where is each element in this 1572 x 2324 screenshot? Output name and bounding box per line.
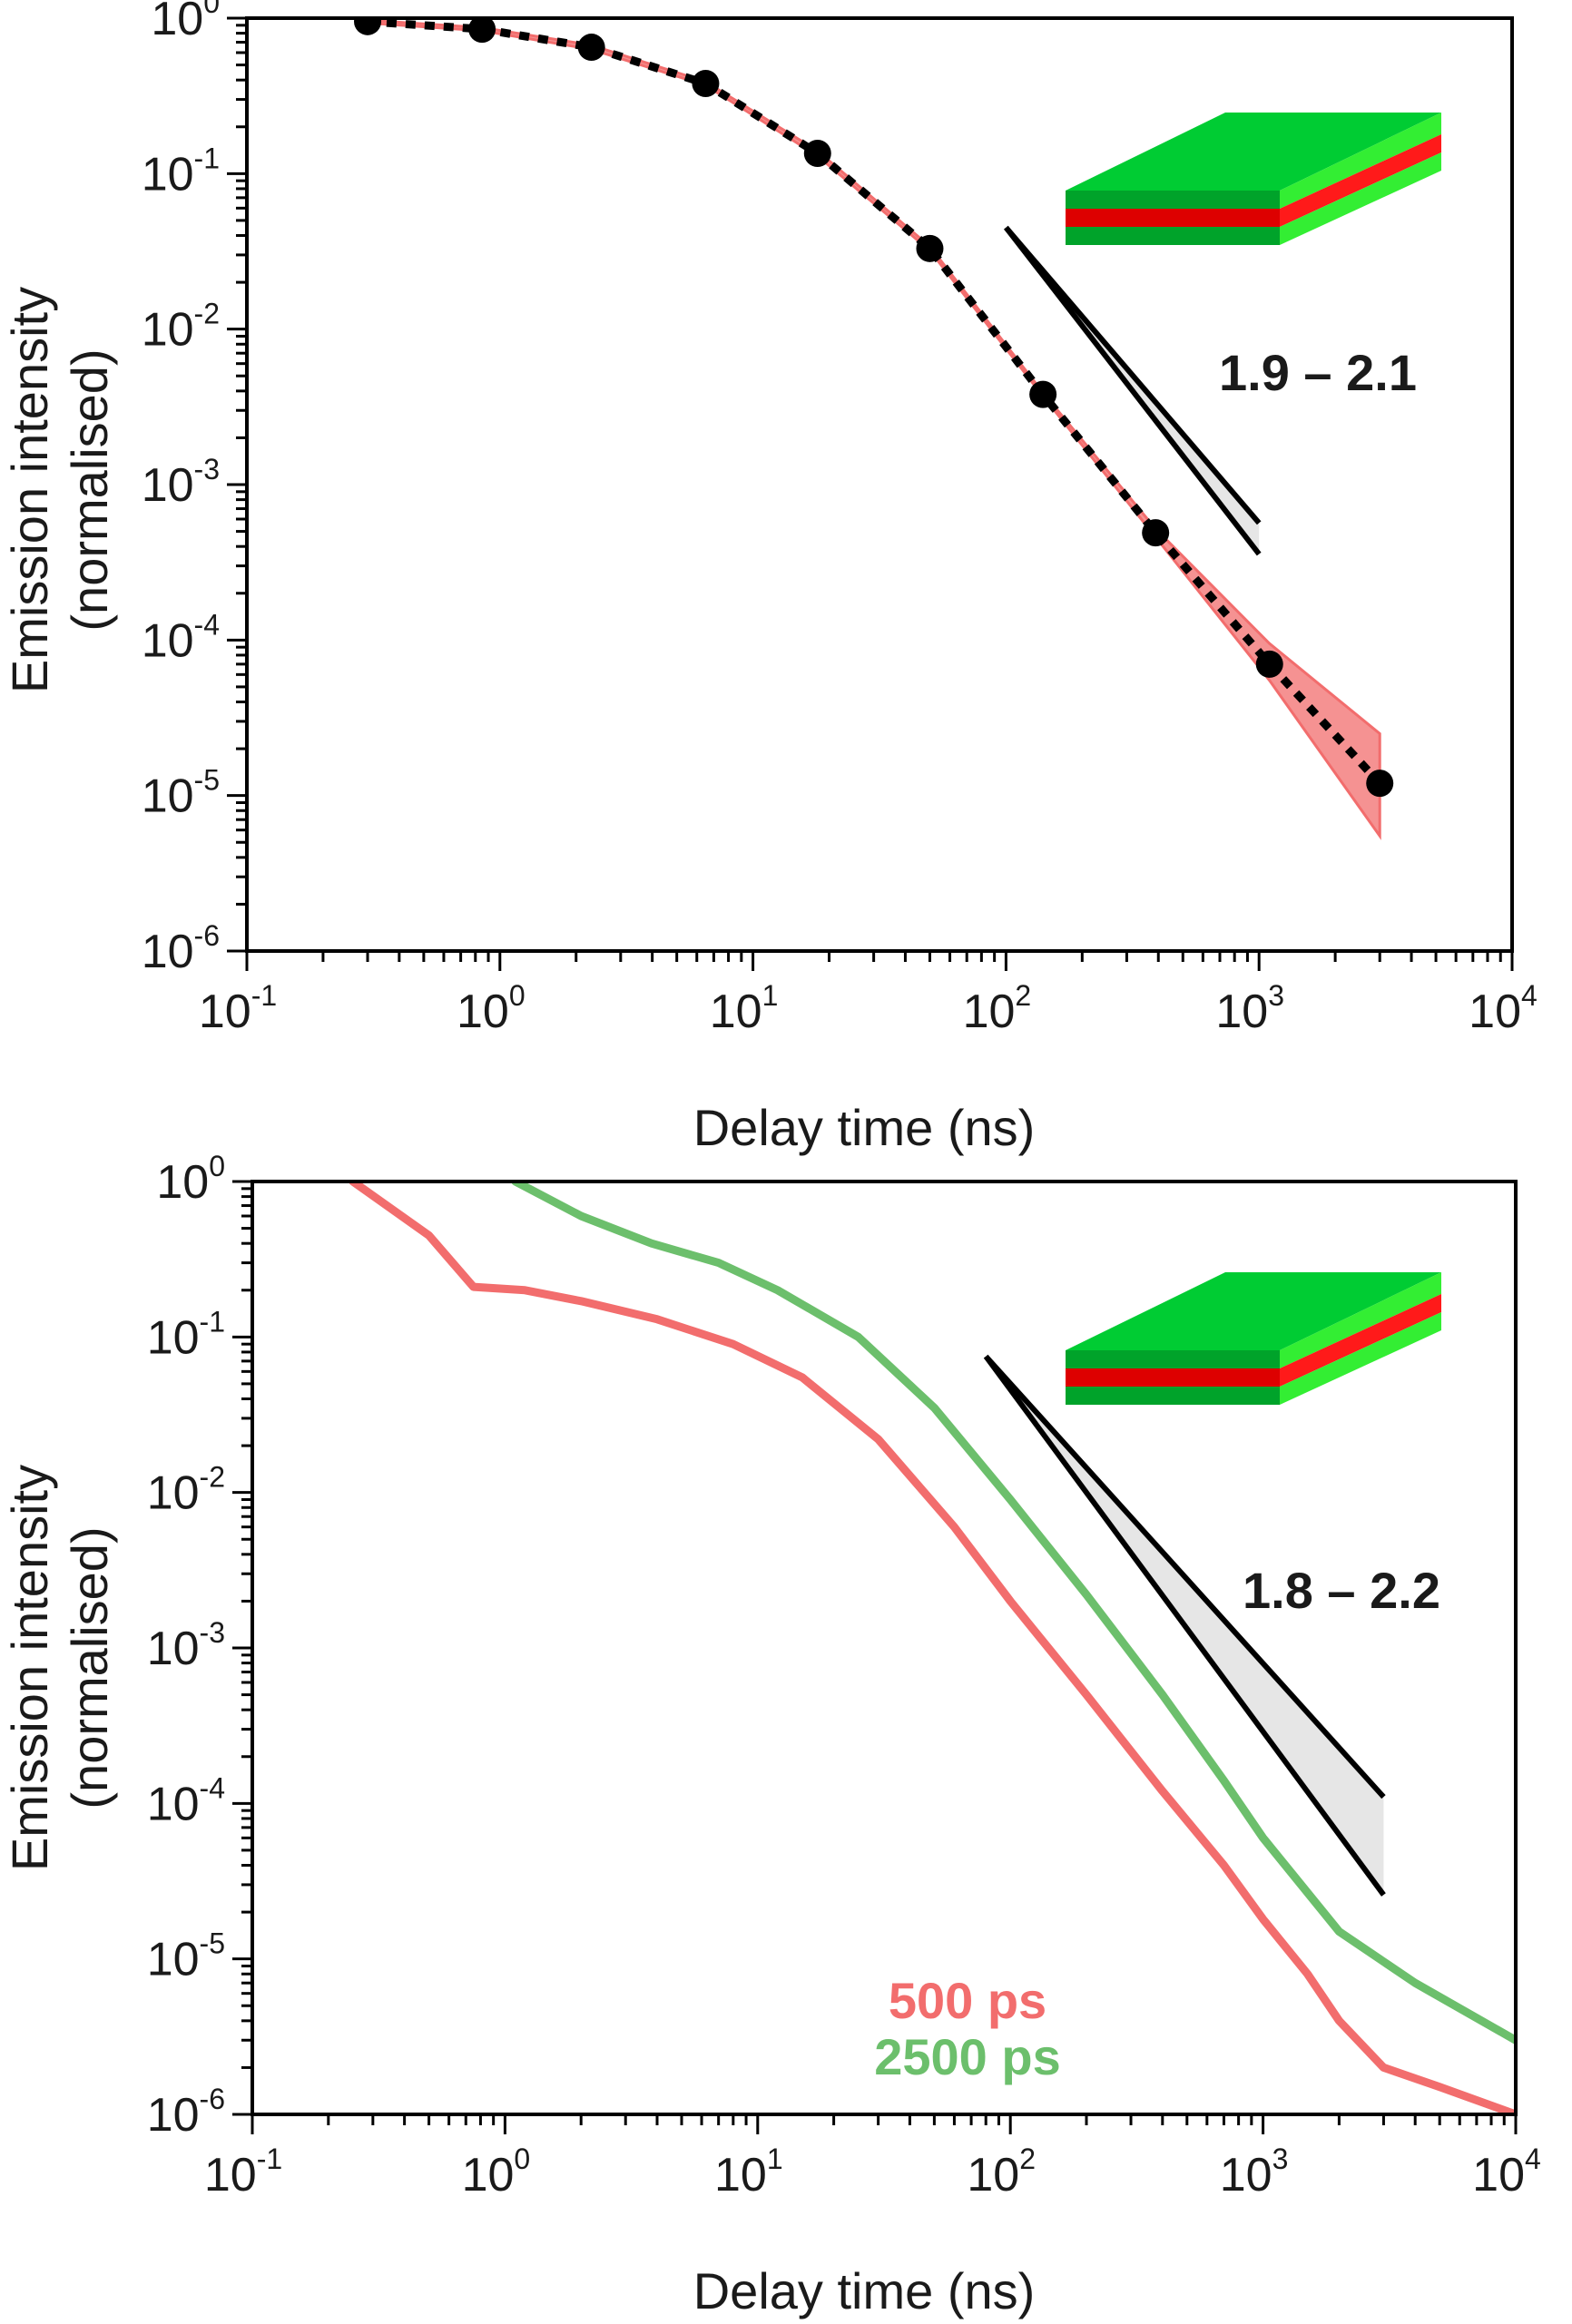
y-axis-title-line2: (normalised): [61, 348, 118, 631]
x-tick-label: 10-1: [204, 2143, 282, 2201]
x-tick-label: 101: [710, 979, 779, 1038]
data-point: [916, 234, 944, 262]
x-axis-title: Delay time (ns): [693, 1099, 1036, 1156]
series-line-500ps: [349, 1182, 1516, 2114]
data-point: [1255, 650, 1283, 678]
x-tick-label: 100: [462, 2143, 531, 2201]
x-tick-label: 104: [1472, 2143, 1541, 2201]
y-axis-title-line1: Emission intensity: [1, 1465, 58, 1871]
y-tick-label: 10-4: [147, 1771, 225, 1830]
y-axis-title: Emission intensity (normalised): [1, 1465, 118, 1871]
plot-area: [349, 1182, 1516, 2114]
slope-line-shallow: [983, 1354, 1386, 1799]
data-point: [1366, 770, 1394, 798]
film-side-red: [1280, 134, 1441, 227]
x-tick-label: 104: [1469, 979, 1538, 1038]
y-tick-label: 10-6: [142, 919, 220, 978]
film-layer-red: [1066, 209, 1280, 227]
y-tick-label: 10-1: [142, 142, 220, 201]
film-layer-top: [1066, 191, 1280, 209]
film-side-top: [1280, 1272, 1441, 1368]
legend-item-500ps: 500 ps: [889, 1972, 1046, 2029]
x-axis-title: Delay time (ns): [693, 2262, 1036, 2319]
data-point: [1029, 380, 1057, 408]
x-tick-label: 103: [1220, 2143, 1289, 2201]
slope-line-steep: [1004, 225, 1262, 556]
y-axis-title: Emission intensity (normalised): [1, 287, 118, 693]
y-tick-label: 100: [151, 0, 220, 45]
y-tick-label: 10-2: [142, 298, 220, 357]
film-layer-bottom: [1066, 1387, 1280, 1405]
y-axis-title-line2: (normalised): [61, 1526, 118, 1809]
y-axis-title-line1: Emission intensity: [1, 287, 58, 693]
series-line-2500ps: [511, 1182, 1516, 2045]
x-tick-label: 10-1: [199, 979, 277, 1038]
chart-panel-top: Emission intensity (normalised) Delay ti…: [1, 0, 1538, 1156]
x-tick-label: 101: [714, 2143, 783, 2201]
slope-line-steep: [983, 1354, 1386, 1897]
chart-panel-bottom: Emission intensity (normalised) Delay ti…: [1, 1150, 1541, 2319]
data-point: [577, 34, 605, 62]
data-point: [354, 18, 382, 35]
slope-annotation: 1.8 – 2.2: [1243, 1562, 1440, 1619]
x-tick-label: 102: [967, 2143, 1036, 2201]
film-top-face: [1066, 1272, 1441, 1350]
plot-area: [354, 18, 1394, 840]
film-side-red: [1280, 1294, 1441, 1387]
slope-line-shallow: [1004, 225, 1262, 525]
x-tick-label: 102: [963, 979, 1032, 1038]
y-tick-label: 10-3: [142, 453, 220, 512]
data-point: [1142, 519, 1170, 547]
y-tick-label: 10-1: [147, 1305, 225, 1364]
y-tick-label: 10-4: [142, 608, 220, 667]
film-layer-red: [1066, 1368, 1280, 1387]
film-side-top: [1280, 113, 1441, 209]
y-tick-label: 10-3: [147, 1616, 225, 1675]
data-point: [692, 69, 720, 97]
x-tick-label: 100: [457, 979, 526, 1038]
slope-annotation: 1.9 – 2.1: [1219, 344, 1417, 401]
film-top-face: [1066, 113, 1441, 191]
film-layer-top: [1066, 1350, 1280, 1368]
y-tick-label: 10-5: [142, 764, 220, 823]
layered-film-icon: [1066, 113, 1441, 245]
series-dotted-line: [367, 18, 1383, 787]
y-tick-label: 10-5: [147, 1927, 225, 1986]
y-tick-label: 10-6: [147, 2083, 225, 2142]
film-side-bottom: [1280, 1312, 1441, 1405]
y-tick-label: 100: [156, 1150, 225, 1209]
y-tick-label: 10-2: [147, 1461, 225, 1520]
legend-item-2500ps: 2500 ps: [874, 2028, 1061, 2085]
x-tick-label: 103: [1215, 979, 1284, 1038]
film-side-bottom: [1280, 152, 1441, 245]
data-point: [803, 140, 831, 168]
film-layer-bottom: [1066, 227, 1280, 245]
layered-film-icon: [1066, 1272, 1441, 1405]
data-point: [468, 18, 496, 44]
